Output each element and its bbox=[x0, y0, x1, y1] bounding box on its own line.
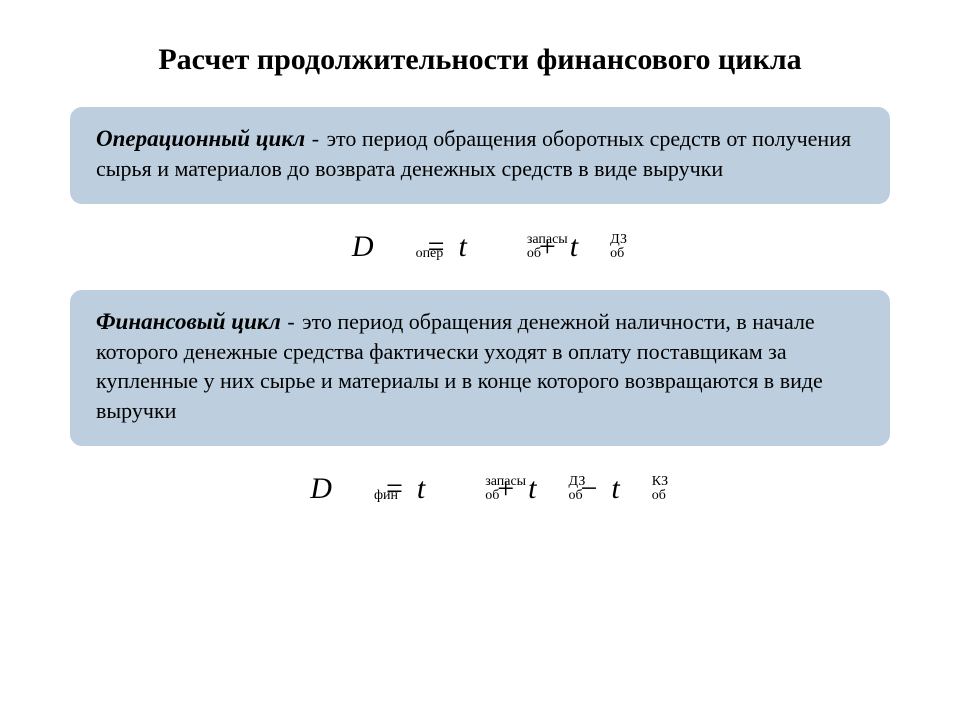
letter-t3: t bbox=[417, 472, 425, 505]
var-t-zapasy-2: t запасы об bbox=[417, 472, 483, 506]
dash-2: - bbox=[281, 309, 302, 334]
operational-cycle-term: Операционный цикл bbox=[96, 126, 305, 151]
letter-D2: D bbox=[310, 472, 332, 505]
var-t-dz: t ДЗ об bbox=[570, 230, 608, 264]
var-D-oper: D опер bbox=[352, 230, 414, 264]
sub-ob5: об bbox=[652, 488, 666, 504]
sub-ob3: об bbox=[485, 488, 499, 504]
letter-D: D bbox=[352, 230, 374, 263]
sub-oper: опер bbox=[416, 246, 444, 262]
financial-cycle-term: Финансовый цикл bbox=[96, 309, 281, 334]
sub-ob4: об bbox=[568, 488, 582, 504]
financial-cycle-formula: D фин = t запасы об + t ДЗ об − t КЗ об bbox=[60, 472, 900, 506]
sub-ob2: об bbox=[610, 246, 624, 262]
slide-page: Расчет продолжительности финансового цик… bbox=[0, 0, 960, 720]
page-title: Расчет продолжительности финансового цик… bbox=[60, 40, 900, 79]
letter-t1: t bbox=[458, 230, 466, 263]
var-t-kz: t КЗ об bbox=[611, 472, 649, 506]
letter-t4: t bbox=[528, 472, 536, 505]
dash: - bbox=[305, 126, 326, 151]
letter-t5: t bbox=[611, 472, 619, 505]
var-t-dz-2: t ДЗ об bbox=[528, 472, 566, 506]
sub-ob1: об bbox=[527, 246, 541, 262]
letter-t2: t bbox=[570, 230, 578, 263]
financial-cycle-box: Финансовый цикл - это период обращения д… bbox=[70, 290, 890, 446]
var-t-zapasy: t запасы об bbox=[458, 230, 524, 264]
sub-fin: фин bbox=[374, 488, 398, 504]
operational-cycle-formula: D опер = t запасы об + t ДЗ об bbox=[60, 230, 900, 264]
var-D-fin: D фин bbox=[310, 472, 372, 506]
operational-cycle-box: Операционный цикл - это период обращения… bbox=[70, 107, 890, 204]
